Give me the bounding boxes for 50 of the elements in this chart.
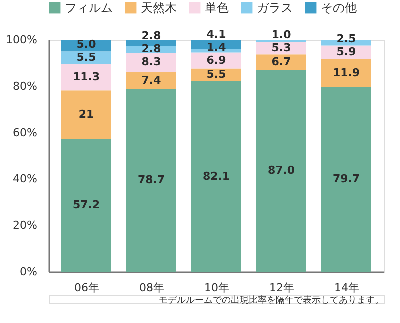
data-label: 79.7 <box>332 172 360 186</box>
data-label: 6.7 <box>272 55 292 68</box>
bar <box>62 64 112 91</box>
legend-label: 単色 <box>205 1 229 15</box>
legend-label: その他 <box>321 1 357 15</box>
bar <box>126 72 176 90</box>
legend-label: ガラス <box>257 1 293 15</box>
data-label: 11.3 <box>72 70 100 84</box>
data-label: 87.0 <box>268 164 296 178</box>
data-label: 8.3 <box>142 56 162 69</box>
bar <box>62 139 112 272</box>
y-tick-label: 100% <box>6 34 38 46</box>
data-label: 5.5 <box>206 68 226 82</box>
legend-label: フィルム <box>65 1 113 15</box>
data-label: 5.0 <box>76 38 97 51</box>
x-tick-label: 12年 <box>270 282 294 294</box>
data-label: 11.9 <box>332 66 360 80</box>
data-label: 1.4 <box>206 40 227 54</box>
y-tick-label: 0% <box>20 266 38 278</box>
bar <box>256 70 306 272</box>
y-tick-label: 20% <box>13 219 38 232</box>
x-tick-label: 08年 <box>140 282 164 294</box>
data-label: 5.9 <box>336 46 356 59</box>
bar <box>192 82 242 272</box>
data-label: 5.3 <box>272 41 292 54</box>
x-tick-label: 14年 <box>334 282 360 294</box>
x-tick-label: 10年 <box>204 282 230 294</box>
bar <box>322 59 372 88</box>
x-tick-label: 06年 <box>74 282 100 294</box>
data-label: 78.7 <box>138 174 166 187</box>
y-tick-label: 60% <box>13 126 38 140</box>
data-label: 5.5 <box>76 50 96 64</box>
bar <box>126 89 176 272</box>
legend-label: 天然木 <box>141 1 177 15</box>
data-label: 4.1 <box>206 28 226 41</box>
data-label: 6.9 <box>206 54 226 67</box>
bar <box>192 50 242 53</box>
text: モデルルームでの出現比率を隔年で表示してあります。 <box>159 295 384 306</box>
data-label: 1.0 <box>272 28 292 42</box>
y-tick-label: 80% <box>13 80 38 93</box>
bar <box>256 54 306 70</box>
bar <box>62 90 112 140</box>
data-label: 57.2 <box>72 198 100 212</box>
data-label: 2.8 <box>142 30 162 43</box>
data-label: 82.1 <box>202 170 230 183</box>
data-label: 21 <box>78 108 94 121</box>
data-label: 2.8 <box>142 42 162 56</box>
y-tick-label: 40% <box>13 172 38 186</box>
bar <box>322 87 372 272</box>
data-label: 7.4 <box>142 74 162 87</box>
